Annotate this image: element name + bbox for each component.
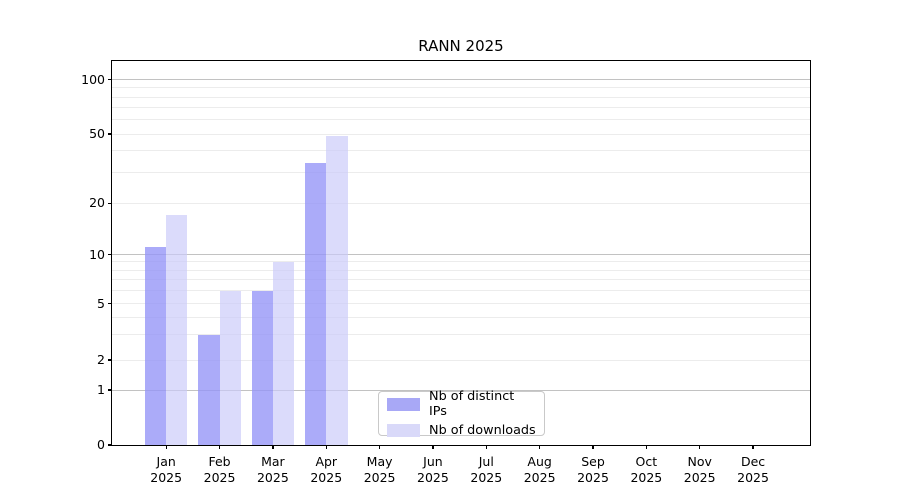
- x-tick-label-dec: Dec 2025: [737, 454, 769, 485]
- bar-distinct-ips-feb: [198, 334, 220, 445]
- bar-distinct-ips-jan: [144, 247, 167, 445]
- gridline-major-10: [112, 254, 810, 255]
- y-tick-label-50: 50: [89, 126, 105, 141]
- gridline-minor-4: [112, 316, 810, 318]
- gridline-minor-40: [112, 150, 810, 152]
- x-tick-mark-jun: [432, 445, 434, 449]
- y-tick-label-1: 1: [97, 382, 105, 397]
- gridline-minor-60: [112, 119, 810, 121]
- y-tick-label-10: 10: [89, 246, 105, 262]
- legend-swatch-downloads: [387, 424, 420, 437]
- x-tick-mark-nov: [699, 445, 701, 449]
- y-tick-label-0: 0: [97, 437, 105, 452]
- x-tick-mark-sep: [592, 445, 594, 449]
- bar-distinct-ips-mar: [251, 290, 273, 445]
- gridline-minor-90: [112, 87, 810, 89]
- x-tick-mark-jan: [165, 445, 167, 449]
- x-tick-label-apr: Apr 2025: [310, 454, 343, 485]
- y-tick-mark-0: [107, 444, 112, 446]
- x-tick-mark-may: [378, 445, 381, 449]
- y-tick-mark-2: [107, 359, 112, 361]
- legend-label-downloads: Nb of downloads: [429, 423, 536, 438]
- gridline-minor-6: [112, 290, 810, 292]
- y-tick-label-2: 2: [97, 352, 105, 367]
- x-tick-mark-jul: [485, 445, 487, 449]
- gridline-minor-7: [112, 279, 810, 281]
- x-tick-label-jul: Jul 2025: [470, 454, 503, 485]
- y-tick-mark-20: [107, 202, 112, 204]
- bar-downloads-apr: [326, 135, 348, 445]
- legend-item-downloads: Nb of downloads: [387, 423, 536, 438]
- x-tick-mark-feb: [218, 445, 221, 449]
- x-tick-label-oct: Oct 2025: [630, 454, 663, 485]
- plot-area: Nb of distinct IPs Nb of downloads: [112, 61, 810, 445]
- y-tick-label-20: 20: [89, 195, 105, 211]
- bar-downloads-mar: [272, 261, 295, 445]
- gridline-major-1: [112, 389, 810, 391]
- y-tick-label-100: 100: [81, 71, 105, 87]
- y-tick-mark-10: [107, 253, 112, 256]
- gridline-minor-2: [112, 359, 810, 361]
- y-tick-mark-1: [107, 389, 112, 391]
- y-tick-label-5: 5: [97, 295, 105, 311]
- bar-downloads-jan: [166, 215, 188, 445]
- x-tick-label-may: May 2025: [363, 454, 396, 485]
- gridline-minor-8: [112, 269, 810, 271]
- y-tick-mark-5: [107, 302, 112, 305]
- x-tick-label-aug: Aug 2025: [523, 454, 556, 485]
- y-tick-mark-100: [107, 78, 112, 81]
- y-tick-mark-50: [107, 133, 112, 135]
- gridline-minor-50: [112, 133, 810, 135]
- gridline-minor-5: [112, 303, 810, 304]
- x-tick-mark-aug: [538, 445, 541, 449]
- x-tick-mark-apr: [325, 445, 327, 449]
- x-tick-label-nov: Nov 2025: [683, 454, 716, 485]
- gridline-minor-70: [112, 107, 810, 109]
- bar-downloads-feb: [219, 290, 241, 445]
- x-tick-mark-mar: [272, 445, 274, 449]
- legend-label-distinct-ips: Nb of distinct IPs: [429, 389, 515, 419]
- x-tick-label-mar: Mar 2025: [256, 454, 289, 485]
- x-tick-mark-oct: [645, 445, 648, 449]
- bar-distinct-ips-apr: [304, 163, 327, 445]
- gridline-minor-9: [112, 261, 810, 263]
- legend-item-distinct-ips: Nb of distinct IPs: [387, 389, 536, 419]
- gridline-major-100: [112, 79, 810, 80]
- gridline-minor-20: [112, 202, 810, 204]
- x-tick-label-sep: Sep 2025: [577, 454, 609, 485]
- x-tick-mark-dec: [752, 445, 754, 449]
- legend-swatch-distinct-ips: [387, 397, 420, 411]
- legend: Nb of distinct IPs Nb of downloads: [378, 389, 545, 438]
- x-tick-label-jan: Jan 2025: [150, 454, 183, 485]
- gridline-minor-30: [112, 172, 810, 174]
- chart-title: RANN 2025: [418, 37, 504, 55]
- gridline-minor-3: [112, 334, 810, 336]
- gridline-minor-80: [112, 96, 810, 98]
- x-tick-label-jun: Jun 2025: [417, 454, 449, 485]
- x-tick-label-feb: Feb 2025: [203, 454, 236, 485]
